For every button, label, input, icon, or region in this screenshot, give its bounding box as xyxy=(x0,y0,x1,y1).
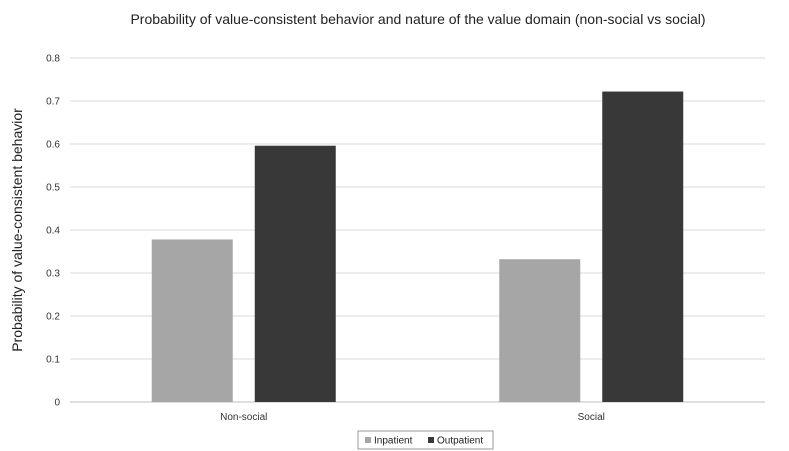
y-tick-label: 0.6 xyxy=(46,140,60,151)
y-tick-label: 0.1 xyxy=(46,355,60,366)
y-tick-label: 0 xyxy=(54,398,60,409)
legend-label-inpatient: Inpatient xyxy=(374,436,413,447)
x-category-label: Social xyxy=(578,412,605,423)
x-category-label: Non-social xyxy=(220,412,267,423)
bar-outpatient-social xyxy=(602,91,684,402)
bar-inpatient-non-social xyxy=(151,239,233,402)
chart-title: Probability of value-consistent behavior… xyxy=(130,11,705,27)
y-tick-label: 0.4 xyxy=(46,226,60,237)
x-axis-categories: Non-social Social xyxy=(220,412,605,423)
y-tick-label: 0.2 xyxy=(46,312,60,323)
y-tick-label: 0.8 xyxy=(46,54,60,65)
bars xyxy=(151,91,684,402)
y-axis-label: Probability of value-consistent behavior xyxy=(9,108,25,352)
legend-label-outpatient: Outpatient xyxy=(437,436,483,447)
y-tick-label: 0.5 xyxy=(46,183,60,194)
legend-box xyxy=(357,430,494,450)
legend: Inpatient Outpatient xyxy=(357,430,494,450)
y-tick-label: 0.3 xyxy=(46,269,60,280)
y-axis-ticks: 0 0.1 0.2 0.3 0.4 0.5 0.6 0.7 0.8 xyxy=(46,54,60,409)
bar-outpatient-non-social xyxy=(254,145,336,402)
y-tick-label: 0.7 xyxy=(46,97,60,108)
bar-inpatient-social xyxy=(499,259,581,402)
legend-swatch-inpatient xyxy=(365,437,371,443)
legend-swatch-outpatient xyxy=(428,437,434,443)
